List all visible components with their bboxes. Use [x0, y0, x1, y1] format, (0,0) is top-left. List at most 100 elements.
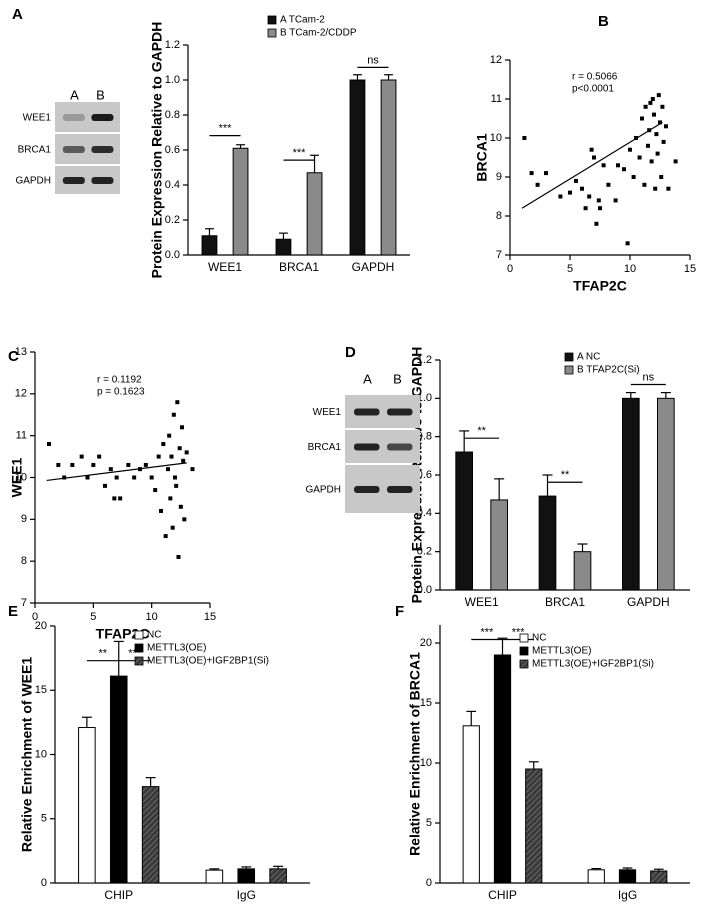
significance-label: **: [561, 469, 570, 481]
point: [650, 97, 655, 101]
legend-label: A NC: [577, 352, 600, 363]
point: [56, 462, 61, 467]
point: [613, 198, 618, 203]
point: [170, 525, 175, 530]
legend-swatch: [134, 656, 144, 666]
row-label: GAPDH: [15, 176, 51, 187]
point: [544, 171, 548, 176]
x-tick-label: GAPDH: [627, 595, 670, 609]
x-tick-label: 5: [90, 611, 96, 623]
y-tick-label: 8: [496, 210, 502, 222]
y-tick-label: 0.0: [165, 249, 180, 261]
panel-label: D: [345, 344, 356, 361]
x-tick-label: 10: [624, 263, 636, 275]
point: [168, 496, 173, 501]
bar: [201, 235, 218, 256]
y-tick-label: 13: [15, 346, 27, 358]
point: [132, 475, 137, 480]
legend-label: METTL3(OE)+IGF2BP1(Si): [532, 659, 654, 670]
fit-line: [521, 121, 663, 209]
point: [574, 178, 578, 183]
x-tick-label: BRCA1: [279, 260, 319, 274]
y-axis-label: BRCA1: [474, 133, 490, 181]
point: [655, 151, 660, 156]
point: [190, 467, 195, 472]
x-tick-label: IgG: [237, 888, 256, 902]
row-label: GAPDH: [305, 485, 341, 496]
y-tick-label: 0.4: [417, 507, 432, 519]
y-tick-label: 1.0: [417, 392, 432, 404]
blot-band: [62, 146, 85, 153]
point: [173, 475, 177, 480]
legend-swatch: [134, 630, 144, 640]
bar: [538, 495, 557, 591]
point: [673, 159, 678, 164]
legend-label: METTL3(OE)+IGF2BP1(Si): [147, 656, 269, 667]
y-tick-label: 5: [426, 817, 432, 829]
bar: [232, 147, 249, 256]
point: [85, 475, 90, 480]
point: [143, 462, 148, 467]
point: [646, 143, 650, 148]
point: [156, 454, 161, 459]
x-tick-label: CHIP: [104, 888, 133, 902]
point: [175, 400, 180, 405]
point: [568, 190, 572, 195]
point: [161, 442, 166, 447]
point: [177, 446, 182, 451]
legend-label: A TCam-2: [280, 15, 325, 26]
legend-swatch: [267, 15, 277, 25]
point: [587, 194, 592, 199]
point: [656, 93, 661, 98]
legend-swatch: [519, 646, 529, 656]
point: [616, 163, 620, 168]
y-axis-label: Relative Enrichment of WEE1: [19, 657, 35, 852]
point: [648, 100, 653, 105]
legend-label: METTL3(OE): [147, 643, 206, 654]
y-tick-label: 0.6: [417, 469, 432, 481]
bar: [490, 499, 509, 591]
blot-band: [91, 114, 114, 121]
point: [606, 182, 611, 187]
panel-label: F: [395, 603, 404, 620]
point: [643, 104, 648, 109]
annotation: r = 0.5066: [572, 72, 618, 83]
legend-swatch: [519, 659, 529, 669]
point: [91, 462, 96, 467]
point: [580, 186, 584, 191]
point: [529, 171, 534, 176]
y-tick-label: 1.0: [165, 74, 180, 86]
point: [628, 147, 632, 152]
y-tick-label: 12: [490, 54, 502, 66]
y-tick-label: 10: [490, 132, 502, 144]
y-axis-label: WEE1: [9, 457, 25, 497]
legend-swatch: [564, 365, 574, 375]
y-tick-label: 10: [420, 757, 432, 769]
point: [583, 206, 588, 211]
y-tick-label: 5: [41, 813, 47, 825]
fit-line: [46, 462, 187, 482]
y-tick-label: 10: [15, 471, 27, 483]
x-tick-label: BRCA1: [545, 595, 585, 609]
point: [166, 467, 170, 472]
x-tick-label: 0: [507, 263, 513, 275]
point: [47, 442, 51, 447]
blot-band: [62, 177, 85, 184]
point: [169, 454, 174, 459]
y-tick-label: 11: [491, 93, 502, 105]
significance-label: ***: [480, 626, 494, 638]
y-tick-label: 1.2: [417, 354, 432, 366]
y-tick-label: 15: [420, 697, 432, 709]
point: [598, 206, 602, 211]
lane-label: A: [363, 371, 372, 386]
annotation: p = 0.1623: [97, 387, 145, 398]
point: [660, 104, 665, 109]
point: [664, 124, 668, 129]
bar: [141, 786, 160, 884]
bar: [493, 654, 512, 884]
point: [649, 159, 654, 164]
point: [180, 425, 184, 430]
legend-label: NC: [532, 633, 546, 644]
x-tick-label: 15: [684, 263, 696, 275]
